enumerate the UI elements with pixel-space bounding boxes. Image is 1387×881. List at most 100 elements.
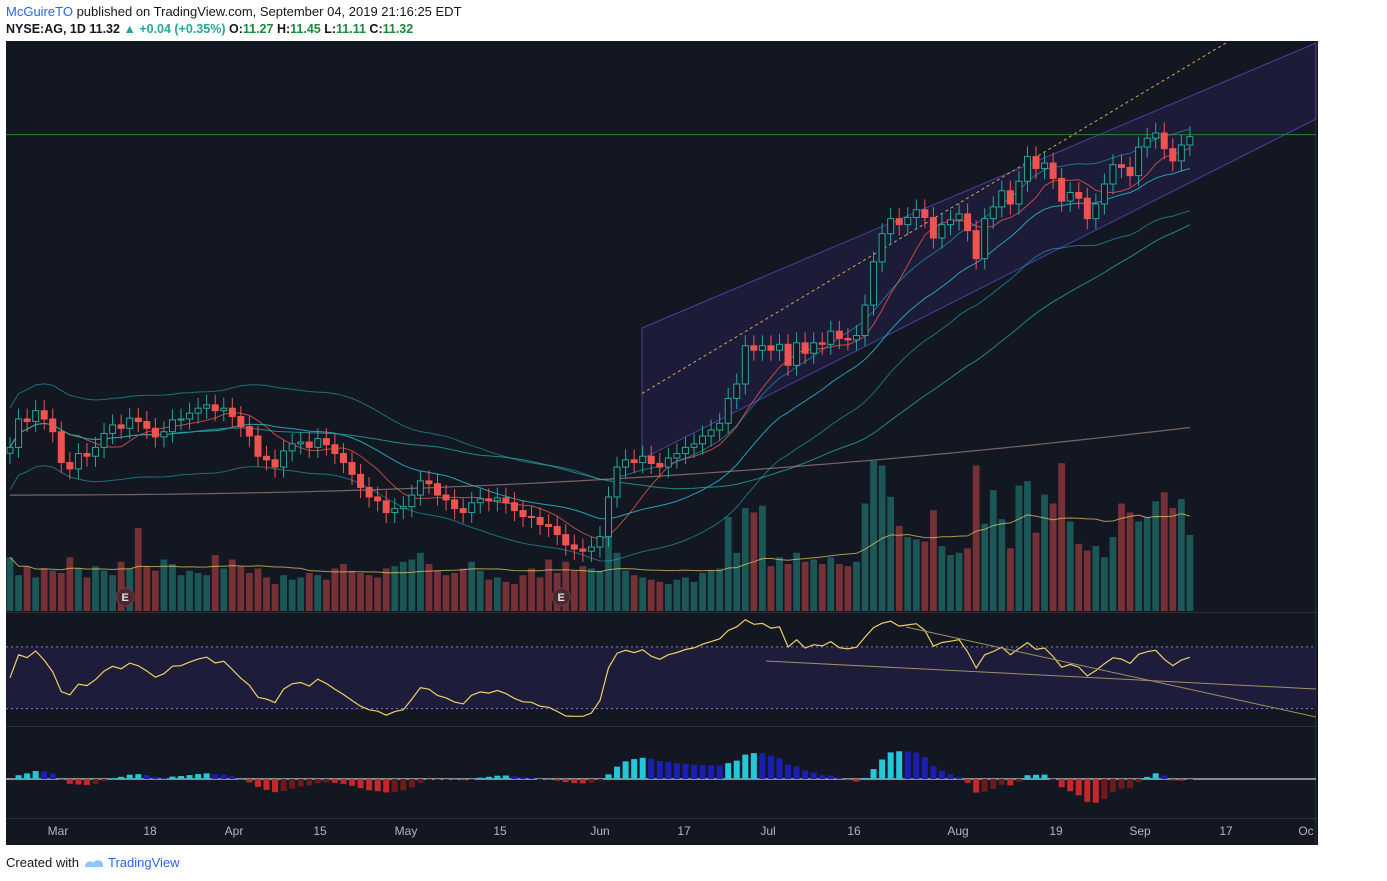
candle-body	[545, 523, 553, 527]
candle-body	[1015, 180, 1023, 205]
candle-body	[1049, 162, 1057, 179]
time-tick-label: 17	[677, 824, 691, 838]
candle-body	[493, 497, 501, 502]
macd-histogram-bar	[49, 773, 56, 779]
macd-histogram-bar	[374, 779, 381, 792]
candle-body	[1023, 156, 1031, 182]
volume-bar	[49, 570, 57, 611]
time-tick-label: 15	[493, 824, 507, 838]
macd-histogram-bar	[870, 769, 877, 779]
volume-bar	[408, 559, 416, 611]
macd-histogram-bar	[1144, 776, 1151, 779]
open-value: 11.27	[242, 22, 274, 36]
rsi-pane: 80.0060.0040.0064.40	[6, 618, 1368, 718]
candle-body	[117, 424, 125, 429]
volume-bar	[622, 570, 629, 611]
candle-body	[1109, 164, 1117, 185]
candle-body	[1126, 166, 1134, 177]
macd-histogram-bar	[126, 774, 133, 779]
candle-body	[263, 455, 270, 461]
volume-bar	[853, 561, 860, 611]
candle-body	[921, 209, 929, 218]
macd-histogram-bar	[622, 761, 629, 779]
candle-body	[613, 466, 621, 498]
volume-bar	[605, 532, 612, 611]
candle-body	[203, 404, 211, 409]
candle-body	[32, 410, 40, 423]
macd-histogram-bar	[1015, 779, 1022, 782]
macd-histogram-bar	[571, 779, 578, 784]
macd-histogram-bar	[579, 779, 586, 784]
macd-histogram-bar	[562, 779, 569, 783]
candle-body	[459, 508, 467, 514]
volume-bar	[280, 575, 287, 611]
candle-body	[767, 345, 775, 351]
volume-bar	[459, 568, 467, 611]
candle-body	[374, 496, 382, 502]
volume-bar	[947, 555, 954, 611]
volume-bar	[673, 579, 681, 611]
candle-body	[1006, 190, 1014, 205]
volume-bar	[801, 561, 809, 611]
candle-body	[878, 233, 886, 263]
candle-body	[587, 546, 595, 552]
candle-body	[40, 410, 48, 420]
volume-bar	[972, 465, 980, 611]
macd-histogram-bar	[973, 779, 980, 793]
volume-bar	[160, 559, 168, 611]
volume-bar	[921, 541, 929, 611]
candle-body	[134, 417, 142, 423]
tradingview-link[interactable]: TradingView	[108, 855, 180, 870]
volume-bar	[938, 546, 946, 611]
volume-bar	[895, 525, 903, 611]
macd-histogram-bar	[1152, 773, 1159, 779]
volume-bar	[32, 577, 40, 611]
macd-histogram-bar	[7, 779, 13, 780]
candle-body	[741, 345, 749, 385]
candle-body	[357, 473, 365, 488]
publish-info: McGuireTO published on TradingView.com, …	[6, 4, 462, 19]
volume-bar	[425, 563, 433, 611]
candle-body	[690, 443, 698, 448]
macd-histogram-bar	[1178, 779, 1185, 781]
candle-body	[1118, 164, 1125, 168]
macd-histogram-bar	[306, 779, 313, 786]
volume-bar	[707, 570, 715, 611]
candle-body	[562, 534, 570, 546]
macd-histogram-bar	[981, 779, 988, 792]
volume-bar	[66, 557, 74, 611]
author-link[interactable]: McGuireTO	[6, 4, 73, 19]
volume-bar	[716, 568, 724, 611]
macd-histogram-bar	[297, 779, 304, 787]
candle-body	[186, 412, 194, 420]
volume-bar	[793, 552, 800, 611]
macd-histogram-bar	[383, 779, 390, 793]
macd-histogram-bar	[109, 778, 116, 780]
candle-body	[536, 516, 544, 525]
time-tick-label: 18	[143, 824, 157, 838]
volume-bar	[348, 570, 356, 611]
candle-body	[972, 230, 980, 260]
last-price: 11.32	[89, 22, 120, 36]
volume-bar	[23, 566, 31, 611]
macd-histogram-bar	[520, 777, 526, 779]
change-value: +0.04 (+0.35%)	[139, 22, 226, 36]
macd-histogram-bar	[323, 779, 330, 783]
volume-bar	[220, 568, 228, 611]
chart-svg[interactable]: EE 80.0060.0040.0064.40 0.200.02 12.507.…	[6, 41, 1374, 845]
candle-body	[605, 496, 612, 538]
volume-bar	[1041, 494, 1048, 611]
volume-bar	[981, 523, 989, 611]
candle-body	[92, 446, 99, 457]
bollinger-lower-line	[9, 210, 1191, 562]
volume-bar	[570, 570, 578, 611]
volume-bar	[930, 510, 937, 611]
volume-bar	[40, 568, 48, 611]
chart-area[interactable]: EE 80.0060.0040.0064.40 0.200.02 12.507.…	[6, 41, 1374, 845]
macd-histogram-bar	[1067, 779, 1074, 792]
candle-body	[1075, 191, 1083, 199]
up-arrow-icon: ▲	[123, 22, 136, 36]
macd-histogram-bar	[1186, 779, 1193, 780]
macd-histogram-bar	[400, 779, 407, 791]
volume-bar	[1024, 481, 1031, 611]
